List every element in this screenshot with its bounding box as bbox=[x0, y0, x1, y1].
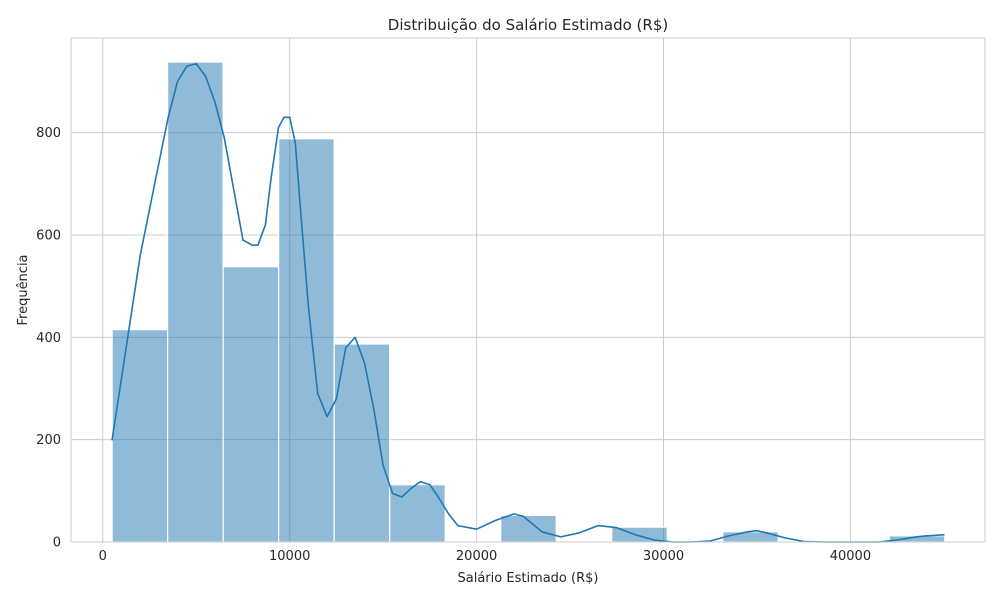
chart-title: Distribuição do Salário Estimado (R$) bbox=[388, 16, 668, 34]
y-tick-label: 200 bbox=[36, 433, 61, 448]
y-tick-label: 600 bbox=[36, 228, 61, 243]
plot-area-frame bbox=[70, 37, 986, 543]
x-tick-label: 10000 bbox=[269, 549, 310, 564]
y-axis-label: Frequência bbox=[16, 254, 31, 325]
kde-curve bbox=[111, 62, 945, 543]
x-axis-label: Salário Estimado (R$) bbox=[458, 571, 599, 586]
histogram-bar bbox=[500, 514, 557, 543]
x-tick-label: 30000 bbox=[643, 549, 684, 564]
y-tick-labels: 0 200 400 600 800 bbox=[36, 126, 61, 550]
histogram-bar bbox=[111, 329, 169, 543]
x-tick-label: 0 bbox=[99, 549, 107, 564]
kde-curve-group bbox=[111, 62, 945, 543]
histogram-bar bbox=[222, 266, 280, 543]
histogram-bar bbox=[278, 138, 335, 543]
y-tick-label: 400 bbox=[36, 331, 61, 346]
x-tick-label: 20000 bbox=[456, 549, 497, 564]
histogram-bar bbox=[167, 61, 224, 543]
histogram-bars bbox=[111, 61, 946, 543]
histogram-bar bbox=[389, 484, 446, 543]
y-tick-label: 800 bbox=[36, 126, 61, 141]
x-tick-labels: 0 10000 20000 30000 40000 bbox=[99, 549, 871, 564]
x-tick-label: 40000 bbox=[830, 549, 871, 564]
y-tick-label: 0 bbox=[53, 536, 61, 551]
histogram-bar bbox=[333, 343, 391, 543]
